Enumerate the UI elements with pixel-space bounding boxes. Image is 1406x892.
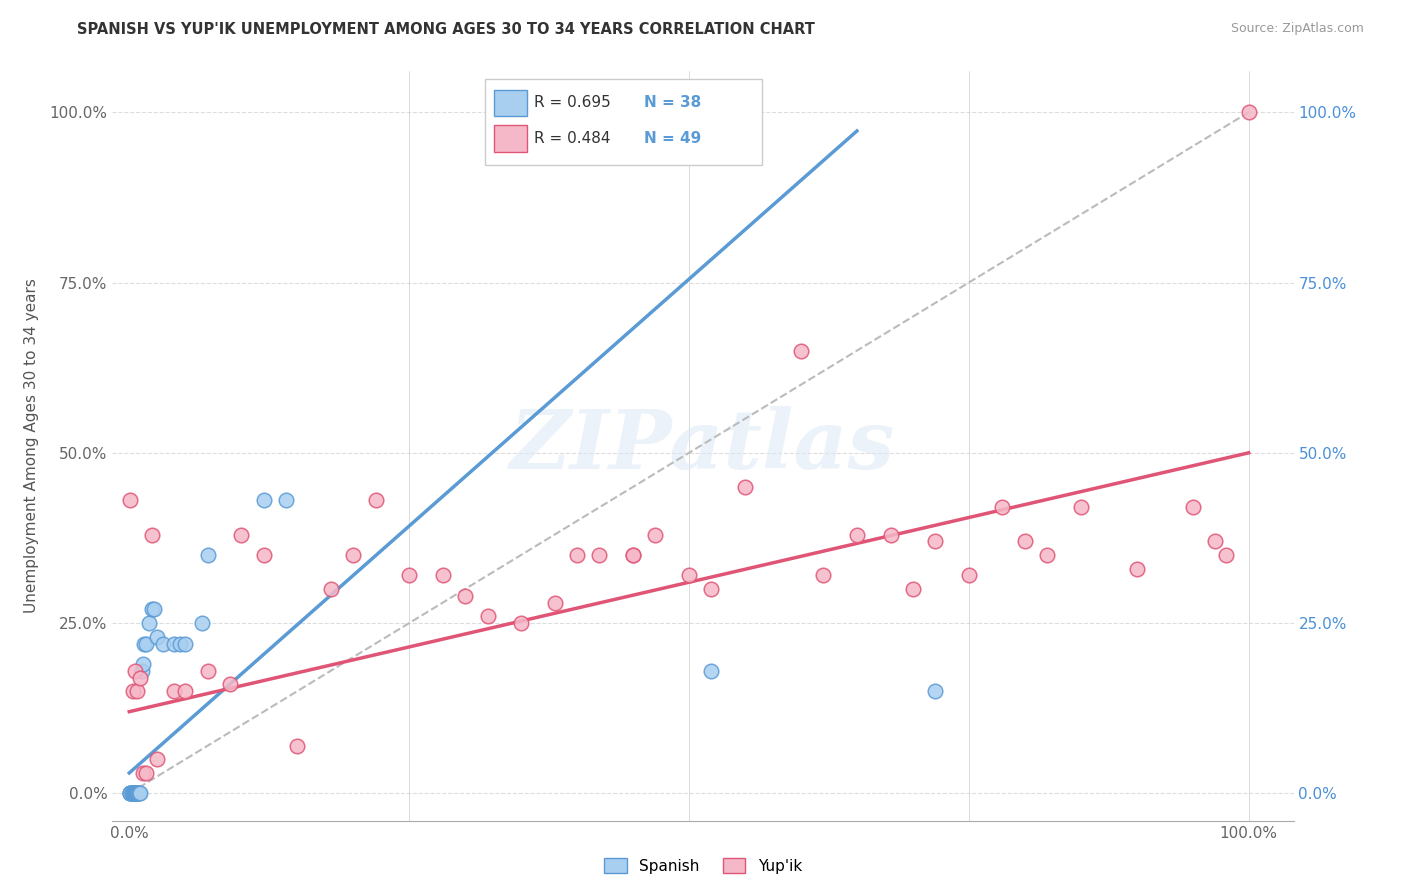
Point (141, 527, 163, 541)
Point (252, 548, 274, 562)
Point (544, 596, 567, 610)
Point (700, 664, 723, 678)
Point (191, 616, 214, 631)
Point (1014, 534, 1036, 549)
Point (432, 568, 454, 582)
Point (477, 609, 499, 624)
Point (124, 786, 146, 800)
Point (135, 636, 157, 650)
Point (644, 527, 666, 541)
Point (1126, 561, 1149, 575)
Point (125, 786, 148, 800)
Point (398, 568, 420, 582)
Point (252, 493, 274, 508)
Point (734, 480, 756, 494)
Point (142, 602, 165, 616)
Point (131, 766, 153, 780)
Point (621, 548, 644, 562)
Point (124, 786, 146, 800)
Point (174, 636, 197, 650)
Point (1237, 105, 1260, 120)
Point (845, 527, 868, 541)
Point (174, 684, 197, 698)
Point (163, 684, 186, 698)
Point (510, 616, 533, 631)
Point (197, 548, 219, 562)
Point (901, 582, 924, 596)
Point (120, 786, 142, 800)
Point (219, 677, 242, 691)
Point (991, 500, 1014, 515)
Point (163, 636, 186, 650)
Point (700, 582, 723, 596)
Point (128, 786, 150, 800)
Point (127, 786, 149, 800)
Point (146, 752, 169, 766)
Point (127, 786, 149, 800)
Point (678, 568, 700, 582)
Text: N = 49: N = 49 (644, 130, 702, 145)
Point (131, 657, 153, 671)
Point (1215, 548, 1237, 562)
Point (197, 664, 219, 678)
Point (132, 636, 155, 650)
Point (152, 636, 174, 650)
Point (124, 786, 146, 800)
Point (141, 602, 163, 616)
Point (879, 527, 901, 541)
Point (120, 786, 142, 800)
Legend: Spanish, Yup'ik: Spanish, Yup'ik (598, 852, 808, 880)
Point (813, 568, 835, 582)
Point (122, 786, 145, 800)
Point (124, 664, 146, 678)
Point (129, 671, 152, 685)
Point (957, 568, 980, 582)
Text: R = 0.484: R = 0.484 (534, 130, 610, 145)
Point (146, 630, 169, 644)
Point (125, 786, 148, 800)
Point (364, 493, 387, 508)
Point (565, 548, 588, 562)
Point (285, 739, 308, 753)
Point (125, 786, 148, 800)
Point (127, 786, 149, 800)
Point (1070, 500, 1092, 515)
Point (454, 589, 477, 603)
Point (138, 616, 160, 631)
Text: N = 38: N = 38 (644, 95, 702, 111)
Point (231, 527, 253, 541)
Point (342, 548, 364, 562)
Point (121, 786, 143, 800)
Point (319, 582, 342, 596)
Point (790, 343, 813, 358)
Y-axis label: Unemployment Among Ages 30 to 34 years: Unemployment Among Ages 30 to 34 years (24, 278, 38, 614)
Point (127, 786, 149, 800)
Point (120, 493, 142, 508)
FancyBboxPatch shape (485, 78, 762, 165)
Point (588, 548, 610, 562)
Point (121, 684, 143, 698)
Text: SPANISH VS YUP'IK UNEMPLOYMENT AMONG AGES 30 TO 34 YEARS CORRELATION CHART: SPANISH VS YUP'IK UNEMPLOYMENT AMONG AGE… (77, 22, 815, 37)
Text: Source: ZipAtlas.com: Source: ZipAtlas.com (1230, 22, 1364, 36)
Text: ZIPatlas: ZIPatlas (510, 406, 896, 486)
Point (1181, 500, 1204, 515)
Text: R = 0.695: R = 0.695 (534, 95, 610, 111)
FancyBboxPatch shape (494, 90, 527, 116)
Point (924, 684, 946, 698)
Point (135, 766, 157, 780)
Point (120, 786, 142, 800)
Point (1036, 548, 1059, 562)
Point (122, 786, 145, 800)
FancyBboxPatch shape (494, 125, 527, 152)
Point (121, 786, 143, 800)
Point (1204, 534, 1226, 549)
Point (131, 664, 153, 678)
Point (169, 636, 191, 650)
Point (127, 684, 149, 698)
Point (274, 493, 297, 508)
Point (924, 534, 946, 549)
Point (121, 786, 143, 800)
Point (621, 548, 644, 562)
Point (129, 786, 152, 800)
